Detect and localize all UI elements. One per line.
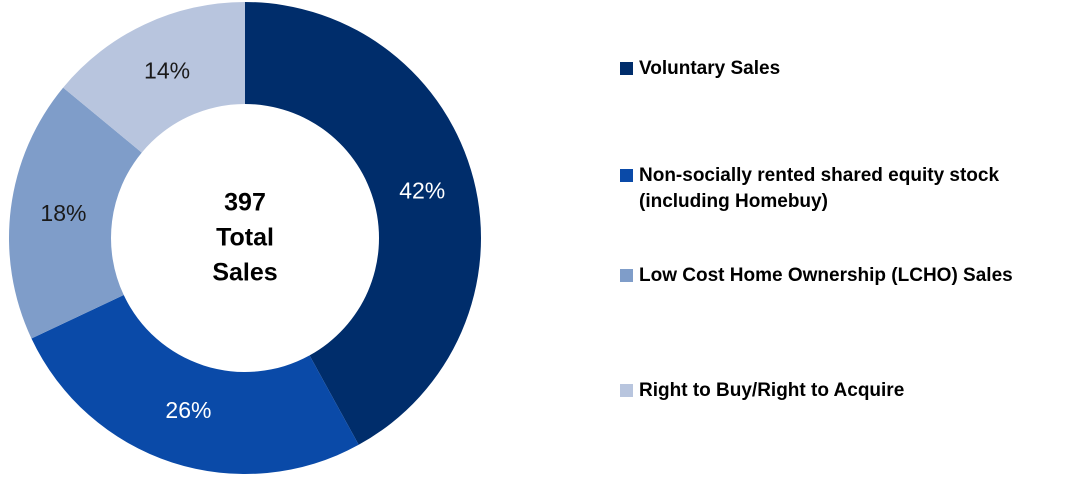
slice: [63, 2, 245, 153]
legend-item: Low Cost Home Ownership (LCHO) Sales: [620, 263, 1060, 289]
slice: [8, 87, 142, 339]
center-label: 397: [224, 189, 266, 217]
slice-label: 14%: [144, 57, 190, 83]
legend-label: Low Cost Home Ownership (LCHO) Sales: [639, 265, 1013, 286]
slice: [245, 2, 482, 445]
slice-label: 42%: [399, 178, 445, 204]
center-label: Sales: [212, 259, 277, 287]
legend-label: Non-socially rented shared equity stock …: [639, 165, 1000, 212]
slice: [31, 295, 359, 475]
legend-swatch: [620, 269, 633, 282]
legend-item: Non-socially rented shared equity stock …: [620, 163, 1060, 215]
legend-swatch: [620, 169, 633, 182]
legend-item: Right to Buy/Right to Acquire: [620, 378, 1060, 404]
legend-label: Right to Buy/Right to Acquire: [639, 380, 905, 401]
legend-label: Voluntary Sales: [639, 58, 781, 79]
legend-item: Voluntary Sales: [620, 56, 1060, 82]
legend-swatch: [620, 384, 633, 397]
legend-swatch: [620, 62, 633, 75]
slice-label: 18%: [40, 200, 86, 226]
center-label: Total: [216, 224, 274, 252]
slice-label: 26%: [165, 397, 211, 423]
